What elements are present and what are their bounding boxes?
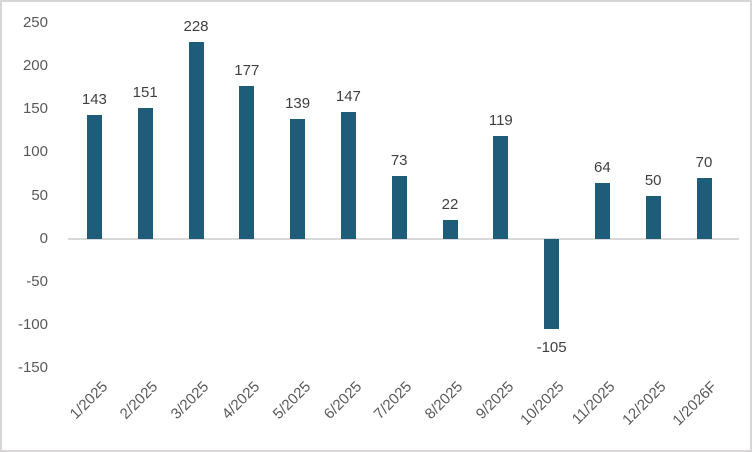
y-tick-label: -50	[26, 272, 48, 290]
y-tick-label: 250	[22, 14, 48, 31]
x-category-label: 3/2025	[167, 378, 213, 423]
x-category-label: 9/2025	[472, 378, 518, 423]
y-tick-label: -100	[17, 315, 48, 333]
bar-value-label: 22	[441, 195, 459, 213]
y-tick-label: 50	[31, 186, 48, 204]
zero-axis-line	[68, 237, 739, 240]
bar-value-label: 143	[81, 91, 107, 109]
bar	[594, 183, 610, 239]
bar-value-label: 228	[183, 17, 209, 35]
bar-value-label: 70	[695, 154, 713, 172]
bar-value-label: 151	[132, 84, 158, 102]
x-category-label: 1/2026F	[669, 378, 721, 430]
y-tick-label: -150	[17, 359, 48, 376]
bar-value-label: 139	[285, 94, 311, 112]
bar	[340, 111, 356, 239]
x-category-label: 8/2025	[421, 378, 467, 423]
x-category-label: 12/2025	[619, 378, 670, 429]
x-category-label: 6/2025	[320, 378, 365, 423]
bar	[442, 219, 458, 239]
bar	[137, 108, 153, 239]
y-tick-label: 0	[39, 229, 48, 247]
bar	[493, 135, 509, 239]
bar	[544, 238, 560, 330]
bar	[239, 85, 255, 239]
x-category-label: 5/2025	[269, 378, 314, 423]
bar-value-label: -105	[536, 339, 567, 357]
bar	[645, 195, 661, 239]
x-category-label: 11/2025	[569, 378, 619, 428]
y-tick-label: 200	[22, 57, 48, 75]
bar-value-label: 73	[390, 151, 408, 169]
x-category-label: 1/2025	[66, 378, 111, 423]
x-category-label: 4/2025	[218, 378, 264, 423]
bar	[391, 175, 407, 239]
bar-value-label: 64	[594, 159, 611, 177]
bar-value-label: 147	[335, 87, 361, 105]
bar-value-label: 119	[488, 111, 513, 129]
bar-value-label: 50	[644, 171, 662, 189]
bar	[188, 41, 204, 239]
y-tick-label: 100	[22, 143, 48, 161]
bar	[86, 115, 102, 239]
x-category-label: 10/2025	[517, 378, 568, 429]
bar	[696, 178, 712, 239]
bar-value-label: 177	[234, 61, 260, 79]
x-category-label: 2/2025	[117, 378, 162, 423]
y-tick-label: 150	[22, 100, 48, 118]
bar	[290, 118, 306, 239]
x-category-label: 7/2025	[371, 378, 416, 423]
